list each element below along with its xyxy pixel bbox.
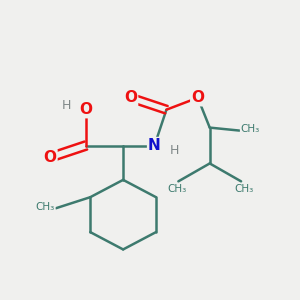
Text: CH₃: CH₃ [234,184,254,194]
Text: CH₃: CH₃ [36,202,55,212]
Text: CH₃: CH₃ [240,124,260,134]
Text: O: O [44,150,56,165]
Text: O: O [79,102,92,117]
Text: H: H [170,144,179,158]
Text: CH₃: CH₃ [167,184,187,194]
Text: O: O [124,90,137,105]
Text: N: N [148,138,161,153]
Text: O: O [191,90,204,105]
Text: H: H [62,99,71,112]
